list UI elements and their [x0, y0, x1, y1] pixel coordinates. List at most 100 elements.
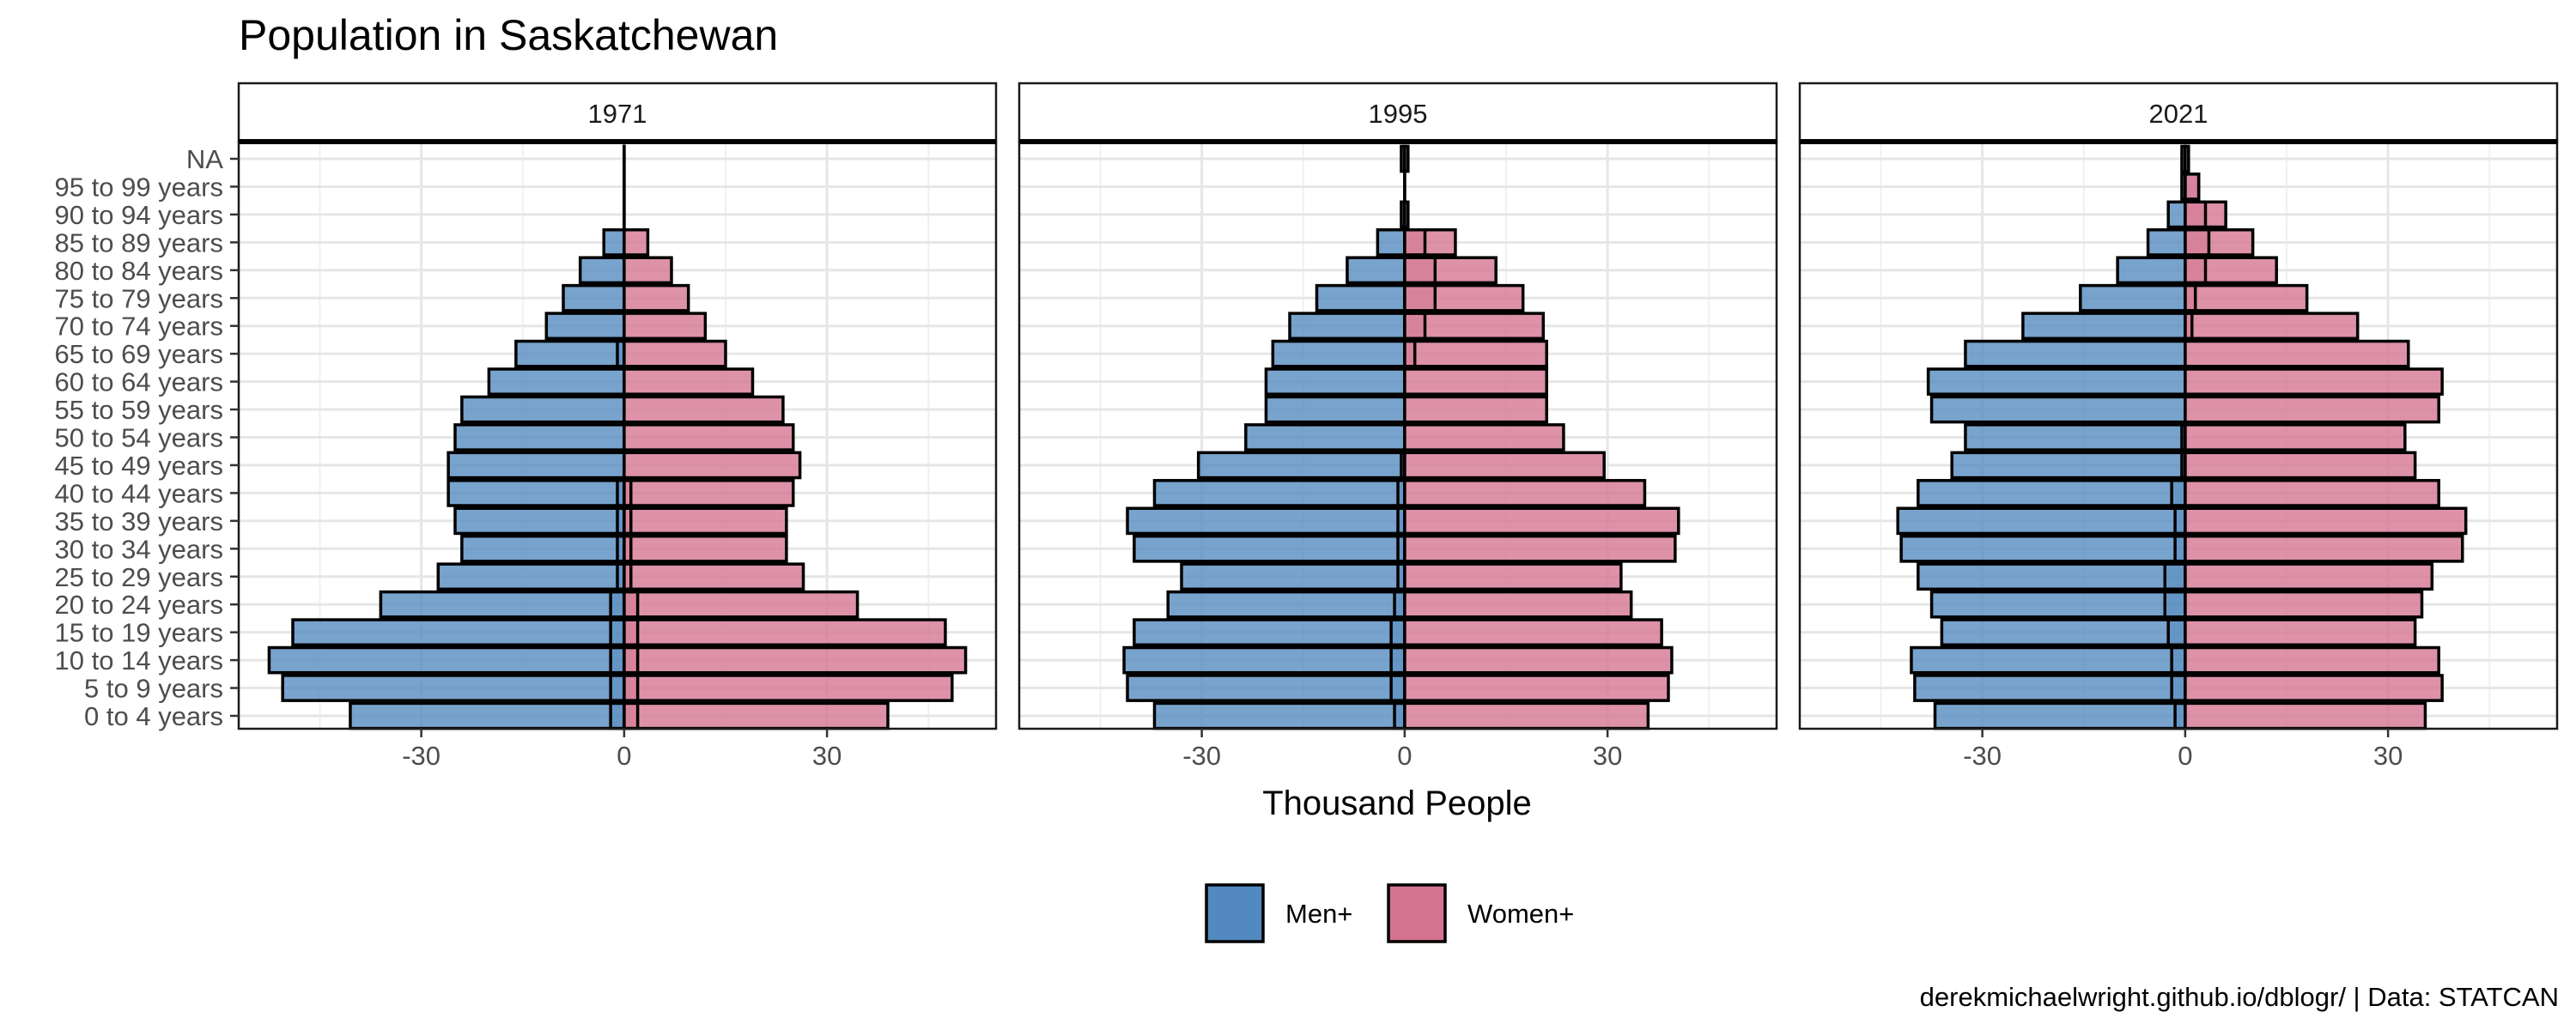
bar-men: [1929, 395, 2187, 424]
bar-men: [2079, 283, 2187, 312]
inner-bar-women: [623, 674, 640, 702]
bar-women: [2184, 506, 2468, 536]
inner-bar-women: [2184, 256, 2208, 285]
y-tick-label: 75 to 79 years: [55, 283, 223, 313]
legend: Men+ Women+: [1205, 883, 1574, 943]
inner-bar-women: [623, 645, 640, 675]
inner-bar-women: [1403, 312, 1427, 341]
bar-women: [1403, 562, 1623, 591]
inner-bar-women: [1403, 283, 1437, 312]
bar-men: [1152, 701, 1406, 730]
bar-women: [623, 423, 795, 451]
panel-2021: 2021 -30 0 30: [1798, 82, 2559, 771]
bar-women: [623, 674, 954, 702]
bar-men: [487, 367, 626, 396]
facet-strip: [1798, 82, 2559, 143]
bar-women: [2184, 701, 2427, 730]
panel-1995: 1995 -30 0 30: [1018, 82, 1778, 771]
bar-men: [2021, 312, 2187, 341]
bar-women: [623, 339, 727, 368]
facet-strip-label: 2021: [2149, 99, 2208, 129]
y-tick-label: 5 to 9 years: [84, 674, 223, 704]
panel-1971: 1971 -30 0 30: [237, 82, 998, 771]
inner-bar-women: [1403, 339, 1417, 368]
legend-label-women: Women+: [1467, 899, 1574, 929]
bar-women: [2184, 451, 2417, 480]
bar-women: [2184, 144, 2190, 173]
bar-men: [1315, 283, 1406, 312]
inner-bar-men: [2166, 618, 2187, 647]
bar-women: [623, 590, 860, 619]
bar-women: [2184, 562, 2434, 591]
y-tick-label: NA: [186, 144, 223, 174]
bar-men: [453, 506, 626, 536]
bar-men: [1126, 674, 1406, 702]
inner-bar-women: [623, 506, 633, 536]
inner-bar-women: [1403, 227, 1427, 257]
y-tick-label: 10 to 14 years: [55, 645, 223, 676]
bar-women: [623, 618, 947, 647]
bar-men: [1964, 339, 2187, 368]
inner-bar-women: [2184, 283, 2197, 312]
bar-women: [623, 701, 890, 730]
facet-strip-label: 1995: [1369, 99, 1428, 129]
inner-bar-women: [623, 618, 640, 647]
y-tick-label: 0 to 4 years: [84, 701, 223, 731]
bar-men: [1264, 367, 1406, 396]
x-tick-label: 0: [2178, 741, 2192, 771]
bar-women: [2184, 339, 2410, 368]
bar-women: [2184, 283, 2309, 312]
inner-bar-men: [2163, 590, 2187, 619]
bar-men: [1180, 562, 1406, 591]
bar-women: [623, 283, 690, 312]
y-tick-label: 35 to 39 years: [55, 506, 223, 536]
bar-women: [1403, 645, 1674, 675]
x-tick-label: 30: [1593, 741, 1622, 771]
legend-label-men: Men+: [1285, 899, 1352, 929]
bar-men: [1152, 479, 1406, 507]
y-tick-label: 50 to 54 years: [55, 423, 223, 453]
bar-men: [602, 227, 626, 257]
bar-men: [1196, 451, 1406, 480]
bar-men: [291, 618, 626, 647]
inner-bar-men: [2170, 479, 2187, 507]
bar-men: [544, 312, 626, 341]
inner-bar-men: [609, 618, 626, 647]
bar-men: [1950, 451, 2187, 480]
inner-bar-men: [609, 645, 626, 675]
facet-strip: [237, 82, 998, 143]
bar-women: [1403, 312, 1546, 341]
bar-women: [1403, 701, 1650, 730]
bar-women: [623, 367, 755, 396]
chart-caption: derekmichaelwright.github.io/dblogr/ | D…: [1920, 982, 2559, 1012]
bar-women: [1403, 200, 1410, 229]
y-tick-label: 55 to 59 years: [55, 395, 223, 425]
bar-men: [1933, 701, 2187, 730]
bar-men: [1244, 423, 1406, 451]
bar-women: [1403, 451, 1606, 480]
y-tick-label: 65 to 69 years: [55, 339, 223, 369]
y-tick-label: 25 to 29 years: [55, 562, 223, 592]
facet-strip: [1018, 82, 1778, 143]
bar-women: [1403, 534, 1677, 563]
chart-title: Population in Saskatchewan: [239, 11, 778, 59]
bar-men: [2146, 227, 2187, 257]
legend-key-women: [1387, 883, 1447, 943]
y-tick-label: 85 to 89 years: [55, 227, 223, 258]
bar-women: [1403, 674, 1670, 702]
bar-women: [623, 534, 788, 563]
inner-bar-men: [1389, 645, 1406, 675]
bar-women: [623, 506, 788, 536]
bar-women: [2184, 674, 2444, 702]
inner-bar-men: [1389, 674, 1406, 702]
bar-women: [1403, 618, 1663, 647]
inner-bar-men: [2163, 562, 2187, 591]
bar-men: [1166, 590, 1406, 619]
bar-men: [578, 256, 626, 285]
bar-women: [2184, 645, 2440, 675]
bar-men: [267, 645, 626, 675]
inner-bar-men: [609, 701, 626, 730]
bar-women: [2184, 618, 2417, 647]
